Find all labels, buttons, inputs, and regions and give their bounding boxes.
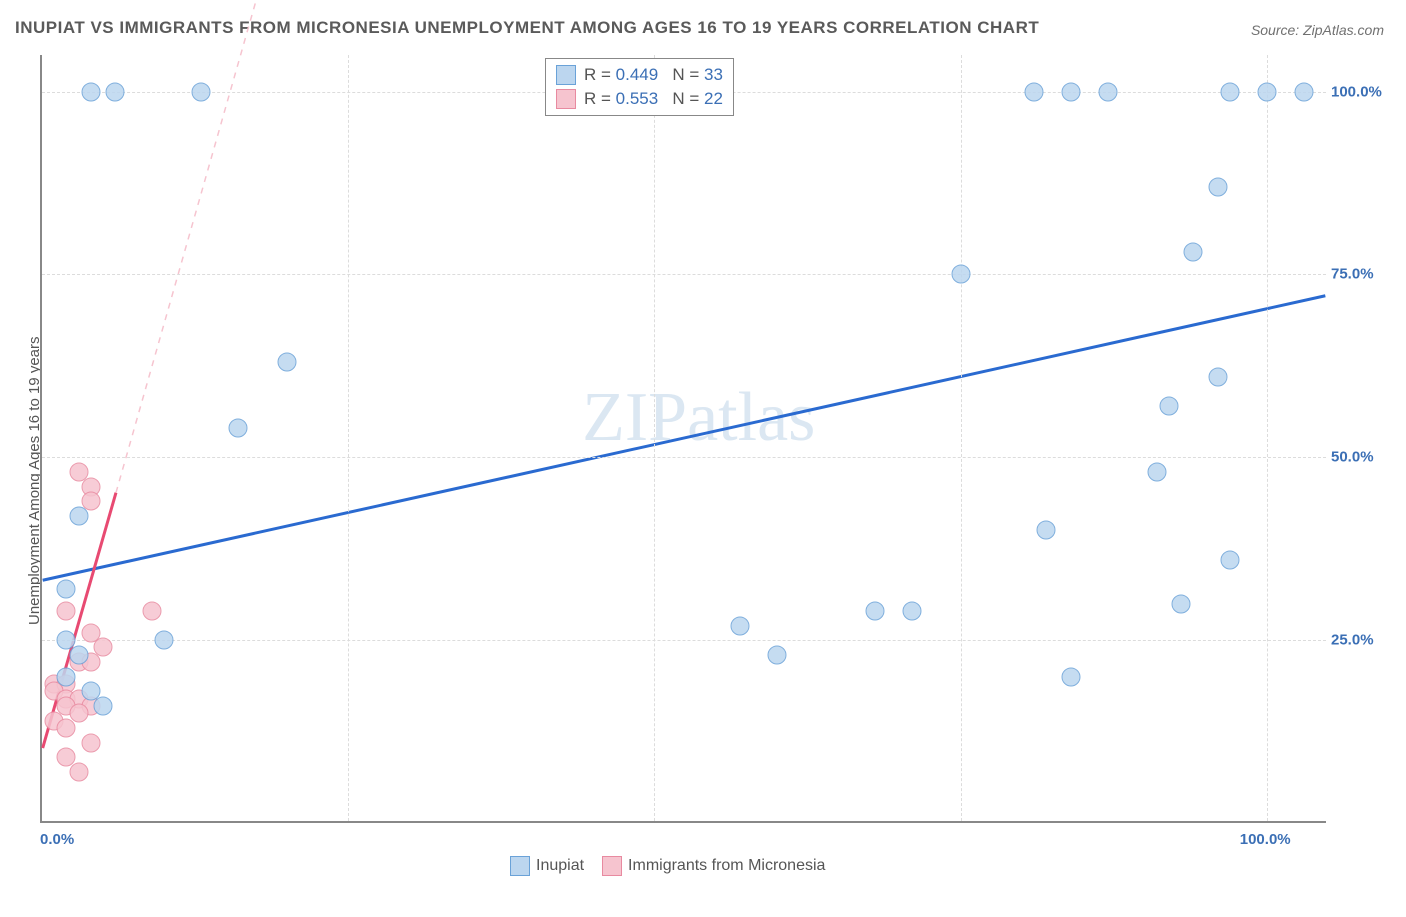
data-point bbox=[1172, 594, 1191, 613]
x-axis-min-label: 0.0% bbox=[40, 831, 74, 917]
series-swatch bbox=[556, 89, 576, 109]
chart-title: INUPIAT VS IMMIGRANTS FROM MICRONESIA UN… bbox=[15, 18, 1039, 38]
data-point bbox=[1037, 521, 1056, 540]
legend-item: Immigrants from Micronesia bbox=[602, 856, 825, 876]
data-point bbox=[865, 601, 884, 620]
grid-line-v bbox=[654, 55, 655, 821]
series-legend: Inupiat Immigrants from Micronesia bbox=[510, 856, 825, 876]
data-point bbox=[1294, 82, 1313, 101]
data-point bbox=[81, 82, 100, 101]
data-point bbox=[69, 506, 88, 525]
data-point bbox=[94, 696, 113, 715]
data-point bbox=[1025, 82, 1044, 101]
data-point bbox=[1147, 462, 1166, 481]
data-point bbox=[1159, 397, 1178, 416]
data-point bbox=[57, 718, 76, 737]
trend-line-extension bbox=[116, 0, 324, 493]
data-point bbox=[1221, 550, 1240, 569]
x-axis-max-label: 100.0% bbox=[1240, 831, 1406, 917]
trend-line bbox=[43, 296, 1326, 581]
trend-lines bbox=[42, 55, 1326, 821]
grid-line-v bbox=[348, 55, 349, 821]
data-point bbox=[1061, 82, 1080, 101]
data-point bbox=[1208, 177, 1227, 196]
data-point bbox=[1061, 667, 1080, 686]
grid-line-h bbox=[42, 640, 1326, 641]
data-point bbox=[1098, 82, 1117, 101]
data-point bbox=[277, 353, 296, 372]
data-point bbox=[143, 601, 162, 620]
data-point bbox=[155, 631, 174, 650]
y-tick-label: 75.0% bbox=[1331, 266, 1386, 283]
legend-item: Inupiat bbox=[510, 856, 584, 876]
legend-label: Inupiat bbox=[536, 857, 584, 875]
data-point bbox=[1184, 243, 1203, 262]
series-swatch bbox=[556, 65, 576, 85]
y-tick-label: 100.0% bbox=[1331, 83, 1386, 100]
data-point bbox=[1208, 367, 1227, 386]
source-label: Source: ZipAtlas.com bbox=[1251, 22, 1384, 38]
data-point bbox=[57, 667, 76, 686]
data-point bbox=[81, 733, 100, 752]
data-point bbox=[902, 601, 921, 620]
stats-row: R = 0.553 N = 22 bbox=[556, 87, 723, 111]
data-point bbox=[69, 645, 88, 664]
grid-line-h bbox=[42, 457, 1326, 458]
data-point bbox=[106, 82, 125, 101]
data-point bbox=[1257, 82, 1276, 101]
grid-line-v bbox=[961, 55, 962, 821]
data-point bbox=[69, 762, 88, 781]
legend-label: Immigrants from Micronesia bbox=[628, 857, 825, 875]
data-point bbox=[57, 579, 76, 598]
grid-line-v bbox=[1267, 55, 1268, 821]
data-point bbox=[57, 601, 76, 620]
stats-text: R = 0.553 N = 22 bbox=[584, 89, 723, 109]
data-point bbox=[81, 682, 100, 701]
data-point bbox=[228, 419, 247, 438]
y-tick-label: 25.0% bbox=[1331, 632, 1386, 649]
stats-legend: R = 0.449 N = 33 R = 0.553 N = 22 bbox=[545, 58, 734, 116]
stats-row: R = 0.449 N = 33 bbox=[556, 63, 723, 87]
data-point bbox=[731, 616, 750, 635]
data-point bbox=[767, 645, 786, 664]
series-swatch bbox=[510, 856, 530, 876]
data-point bbox=[951, 265, 970, 284]
data-point bbox=[1221, 82, 1240, 101]
series-swatch bbox=[602, 856, 622, 876]
plot-area: ZIPatlas 25.0%50.0%75.0%100.0% bbox=[40, 55, 1326, 823]
y-tick-label: 50.0% bbox=[1331, 449, 1386, 466]
grid-line-h bbox=[42, 274, 1326, 275]
data-point bbox=[192, 82, 211, 101]
stats-text: R = 0.449 N = 33 bbox=[584, 65, 723, 85]
